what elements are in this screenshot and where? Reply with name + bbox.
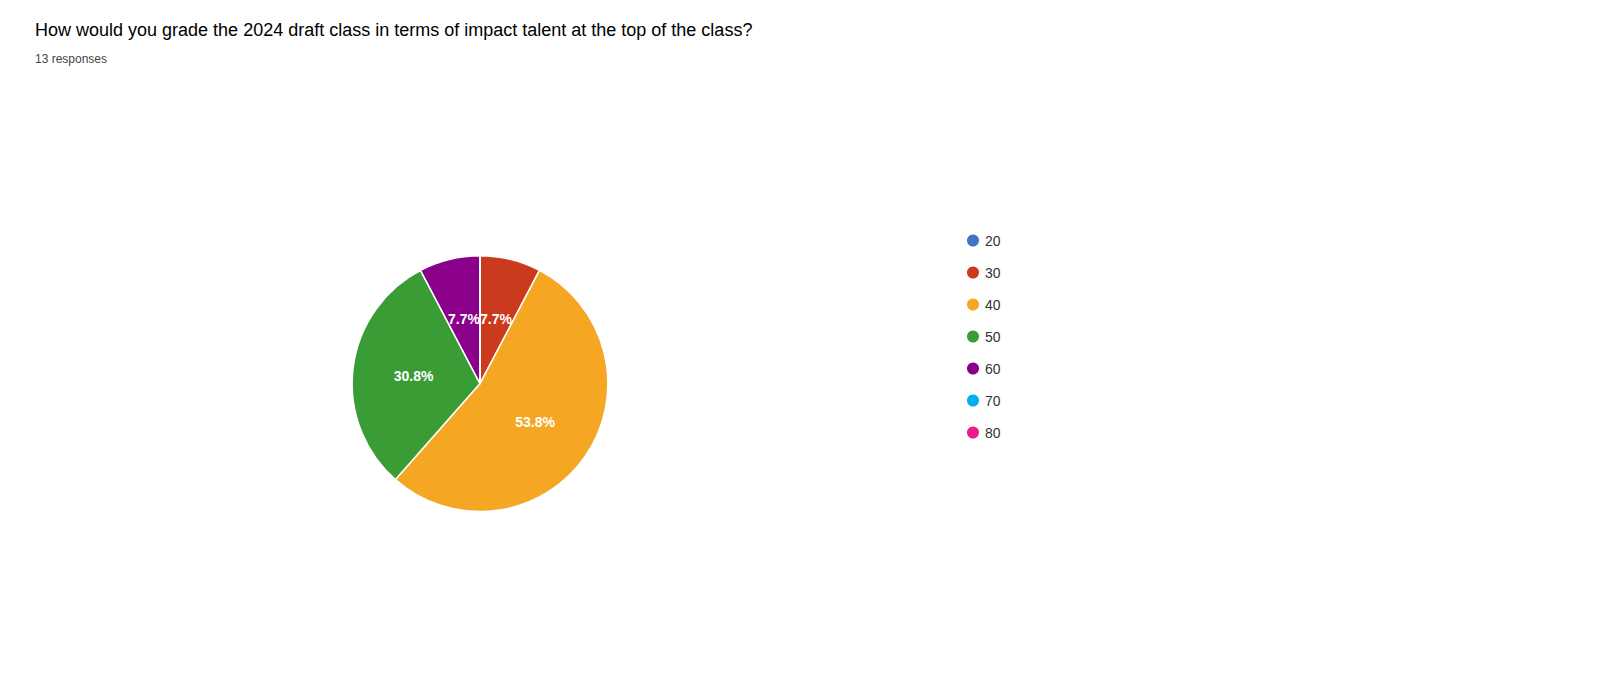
svg-text:How would you grade the 2024 d: How would you grade the 2024 draft class… [35,20,752,40]
svg-text:53.8%: 53.8% [515,414,555,430]
svg-text:30.8%: 30.8% [394,368,434,384]
svg-text:50: 50 [985,329,1001,345]
svg-text:70: 70 [985,393,1001,409]
svg-text:30: 30 [985,265,1001,281]
svg-text:40: 40 [985,297,1001,313]
svg-text:13 responses: 13 responses [35,52,107,66]
svg-text:80: 80 [985,425,1001,441]
svg-text:60: 60 [985,361,1001,377]
svg-text:7.7%: 7.7% [480,311,512,327]
svg-text:20: 20 [985,233,1001,249]
svg-text:7.7%: 7.7% [448,311,480,327]
